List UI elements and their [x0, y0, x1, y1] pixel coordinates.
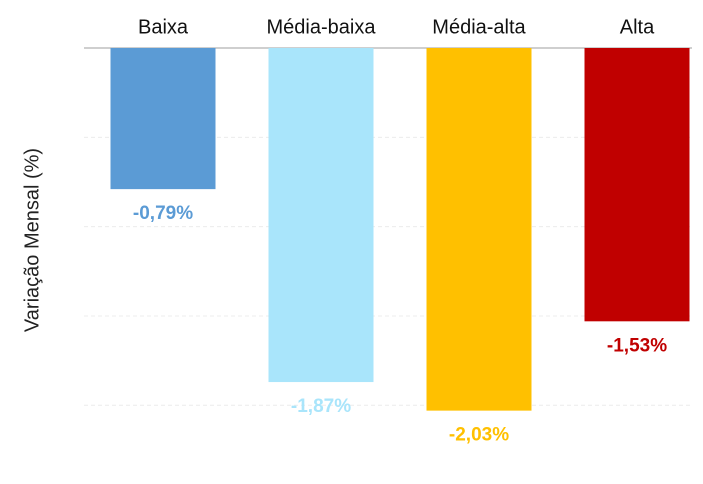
value-label: -0,79% [133, 203, 193, 224]
bar [110, 48, 216, 190]
bar [584, 48, 690, 322]
value-label: -1,53% [607, 335, 667, 356]
bar [268, 48, 374, 383]
value-label: -2,03% [449, 425, 509, 446]
bar [426, 48, 532, 411]
x-tick-label: Baixa [138, 16, 189, 38]
x-tick-label: Média-baixa [267, 16, 377, 38]
value-label: -1,87% [291, 396, 351, 417]
x-tick-label: Alta [620, 16, 655, 38]
y-axis-label: Variação Mensal (%) [21, 148, 43, 332]
x-tick-label: Média-alta [432, 16, 526, 38]
